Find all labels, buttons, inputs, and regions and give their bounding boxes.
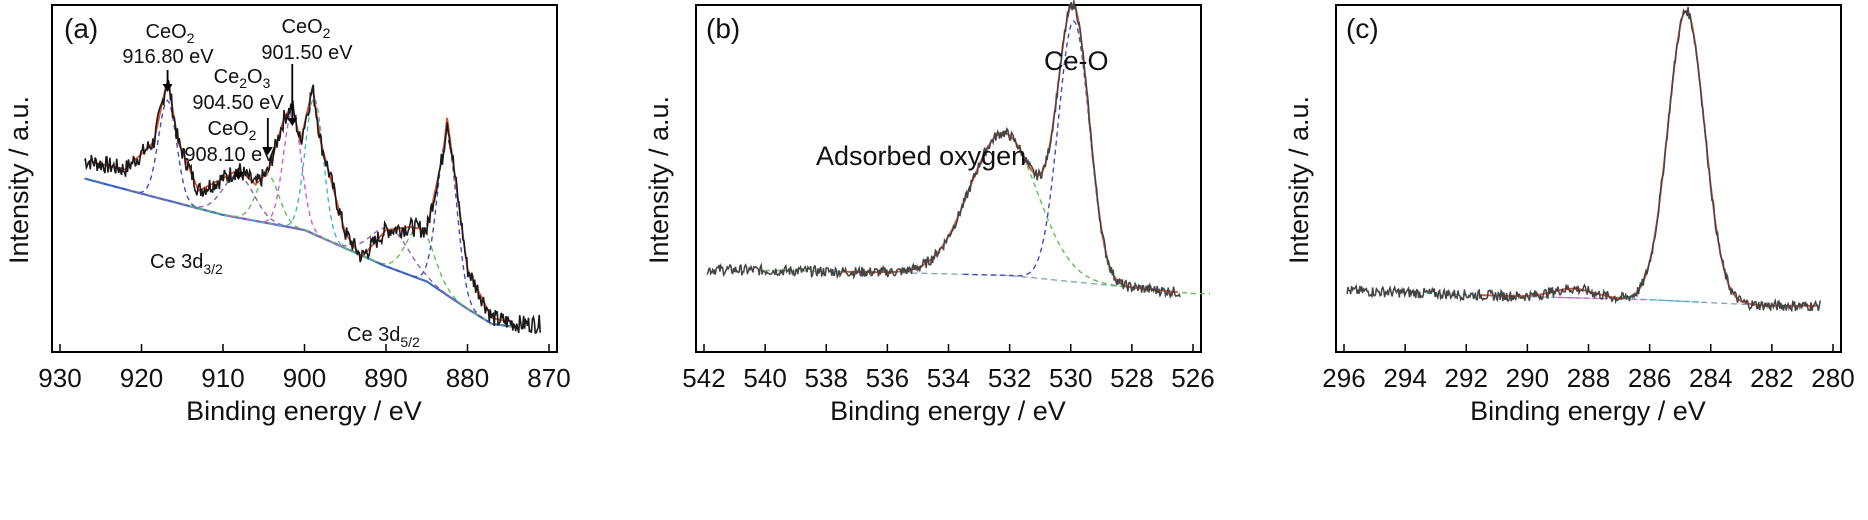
svg-text:916.80 eV: 916.80 eV [122, 46, 214, 68]
annotation-ceo2-901: CeO2 901.50 eV [261, 16, 353, 64]
x-tick-label: 930 [38, 363, 81, 393]
component-peak [189, 173, 345, 249]
component-peak [1557, 9, 1798, 307]
panel-b-x-ticks: 542 540 538 536 534 532 530 528 526 [682, 344, 1215, 393]
panel-a-x-ticks: 930 920 910 900 890 880 870 [38, 344, 571, 393]
x-tick-label: 870 [527, 363, 570, 393]
panel-c: (c) Intensity / a.u. Binding energy / eV… [1284, 4, 1855, 426]
panel-a-ylabel: Intensity / a.u. [4, 96, 34, 264]
panel-a-label: (a) [64, 13, 98, 44]
x-tick-label: 920 [120, 363, 163, 393]
svg-text:901.50 eV: 901.50 eV [261, 42, 353, 64]
annotation-arrow-head [262, 147, 273, 155]
x-tick-label: 284 [1689, 363, 1732, 393]
annotation-arrow-head [233, 172, 244, 180]
panel-c-frame [1335, 4, 1842, 353]
svg-text:904.50 eV: 904.50 eV [192, 92, 284, 114]
x-tick-label: 526 [1171, 363, 1214, 393]
panel-a-xlabel: Binding energy / eV [186, 396, 422, 426]
panel-c-xlabel: Binding energy / eV [1470, 396, 1706, 426]
x-tick-label: 540 [743, 363, 786, 393]
x-tick-label: 880 [446, 363, 489, 393]
annotation-arrow-head [287, 118, 298, 126]
x-tick-label: 292 [1445, 363, 1488, 393]
x-tick-label: 296 [1322, 363, 1365, 393]
x-tick-label: 900 [283, 363, 326, 393]
region-label-3d32: Ce 3d3/2 [150, 251, 223, 277]
panel-c-label: (c) [1346, 13, 1379, 44]
panel-b-frame [695, 4, 1202, 353]
panel-b-xlabel: Binding energy / eV [830, 396, 1066, 426]
x-tick-label: 890 [364, 363, 407, 393]
svg-text:CeO2: CeO2 [146, 21, 195, 46]
panel-a: (a) Intensity / a.u. Binding energy / eV… [4, 4, 571, 426]
raw-spectrum [706, 0, 1181, 300]
baseline-curve [1481, 294, 1817, 307]
raw-spectrum [1346, 6, 1821, 313]
panel-a-curves [83, 77, 541, 334]
panel-b-curves [706, 0, 1211, 300]
panel-c-ylabel: Intensity / a.u. [1284, 96, 1314, 264]
x-tick-label: 288 [1567, 363, 1610, 393]
x-tick-label: 528 [1110, 363, 1153, 393]
annotation-ce2o3-904: Ce2O3 904.50 eV [192, 66, 284, 114]
svg-text:CeO2: CeO2 [208, 118, 257, 143]
region-label-3d52: Ce 3d5/2 [347, 324, 420, 350]
component-peak [228, 111, 356, 254]
panel-b-label: (b) [706, 13, 740, 44]
annotation-ceo2-908: CeO2 908.10 eV [184, 118, 276, 166]
component-peak [250, 96, 378, 264]
annotation-arrow-head [162, 84, 173, 92]
fit-envelope [92, 77, 509, 323]
component-peak [255, 220, 525, 328]
x-tick-label: 294 [1383, 363, 1426, 393]
panel-a-arrows [162, 64, 298, 180]
peak-label-adsorbed-oxygen: Adsorbed oxygen [816, 141, 1026, 171]
x-tick-label: 536 [866, 363, 909, 393]
svg-text:Ce 3d5/2: Ce 3d5/2 [347, 324, 420, 350]
svg-text:908.10 eV: 908.10 eV [184, 144, 276, 166]
x-tick-label: 542 [682, 363, 725, 393]
panel-b-ylabel: Intensity / a.u. [644, 96, 674, 264]
x-tick-label: 910 [201, 363, 244, 393]
svg-text:Ce 3d3/2: Ce 3d3/2 [150, 251, 223, 277]
panel-b: (b) Intensity / a.u. Binding energy / eV… [644, 0, 1215, 426]
panel-c-x-ticks: 296 294 292 290 288 286 284 282 280 [1322, 344, 1855, 393]
x-tick-label: 534 [927, 363, 970, 393]
component-peak [128, 174, 349, 251]
annotation-ceo2-916: CeO2 916.80 eV [122, 21, 214, 68]
panel-c-curves [1346, 6, 1821, 313]
x-tick-label: 282 [1750, 363, 1793, 393]
x-tick-label: 530 [1049, 363, 1092, 393]
svg-text:CeO2: CeO2 [282, 16, 331, 41]
peak-label-ce-o: Ce-O [1044, 46, 1109, 76]
x-tick-label: 290 [1506, 363, 1549, 393]
x-tick-label: 280 [1811, 363, 1854, 393]
x-tick-label: 286 [1628, 363, 1671, 393]
x-tick-label: 532 [988, 363, 1031, 393]
x-tick-label: 538 [805, 363, 848, 393]
raw-spectrum [83, 79, 541, 334]
svg-text:Ce2O3: Ce2O3 [214, 66, 271, 91]
